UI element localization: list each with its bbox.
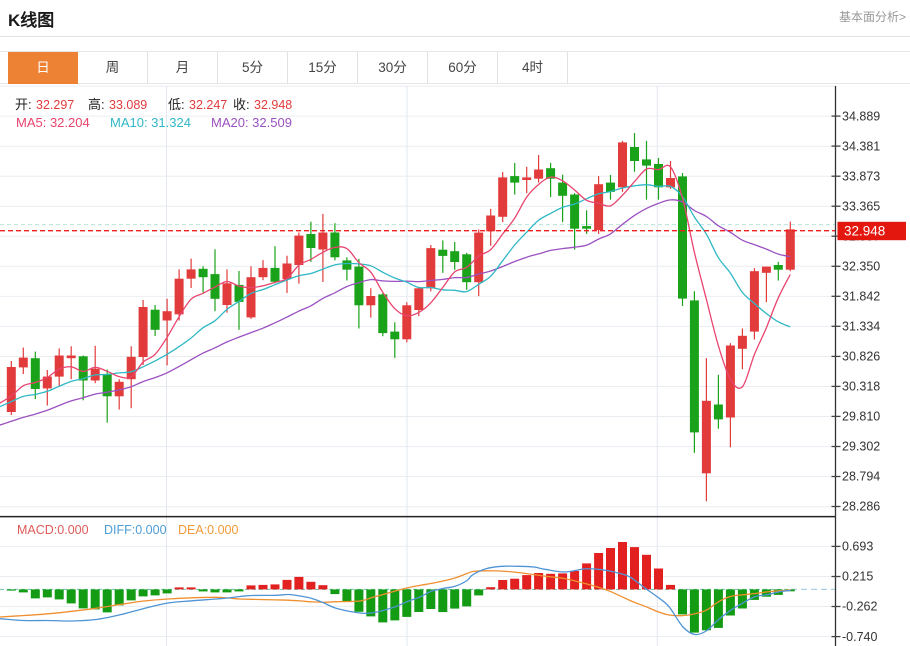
svg-text:33.365: 33.365 (842, 199, 880, 213)
svg-text:-0.262: -0.262 (842, 600, 877, 614)
svg-text:34.381: 34.381 (842, 139, 880, 153)
svg-text:31.842: 31.842 (842, 290, 880, 304)
svg-text:32.948: 32.948 (254, 98, 292, 112)
svg-text:30.318: 30.318 (842, 380, 880, 394)
svg-text:31.334: 31.334 (842, 320, 880, 334)
svg-text:MA10: 31.324: MA10: 31.324 (110, 115, 191, 130)
svg-text:DIFF:0.000: DIFF:0.000 (104, 523, 167, 537)
svg-text:34.889: 34.889 (842, 109, 880, 123)
svg-text:32.247: 32.247 (189, 98, 227, 112)
svg-text:30.826: 30.826 (842, 350, 880, 364)
svg-text:32.350: 32.350 (842, 260, 880, 274)
svg-text:28.286: 28.286 (842, 500, 880, 514)
svg-text:28.794: 28.794 (842, 470, 880, 484)
svg-text:33.873: 33.873 (842, 169, 880, 183)
svg-text:32.948: 32.948 (844, 224, 885, 239)
svg-text:29.302: 29.302 (842, 440, 880, 454)
svg-text:32.297: 32.297 (36, 98, 74, 112)
svg-text:DEA:0.000: DEA:0.000 (178, 523, 239, 537)
svg-text:收:: 收: (233, 97, 250, 112)
svg-text:MA5: 32.204: MA5: 32.204 (16, 115, 90, 130)
svg-text:33.089: 33.089 (109, 98, 147, 112)
svg-text:-0.740: -0.740 (842, 630, 877, 644)
svg-text:29.810: 29.810 (842, 410, 880, 424)
svg-text:MA20: 32.509: MA20: 32.509 (211, 115, 292, 130)
svg-text:0.693: 0.693 (842, 540, 873, 554)
svg-text:开:: 开: (15, 97, 32, 112)
svg-text:高:: 高: (88, 97, 105, 112)
svg-text:0.215: 0.215 (842, 570, 873, 584)
svg-text:低:: 低: (168, 97, 185, 112)
svg-text:MACD:0.000: MACD:0.000 (17, 523, 89, 537)
